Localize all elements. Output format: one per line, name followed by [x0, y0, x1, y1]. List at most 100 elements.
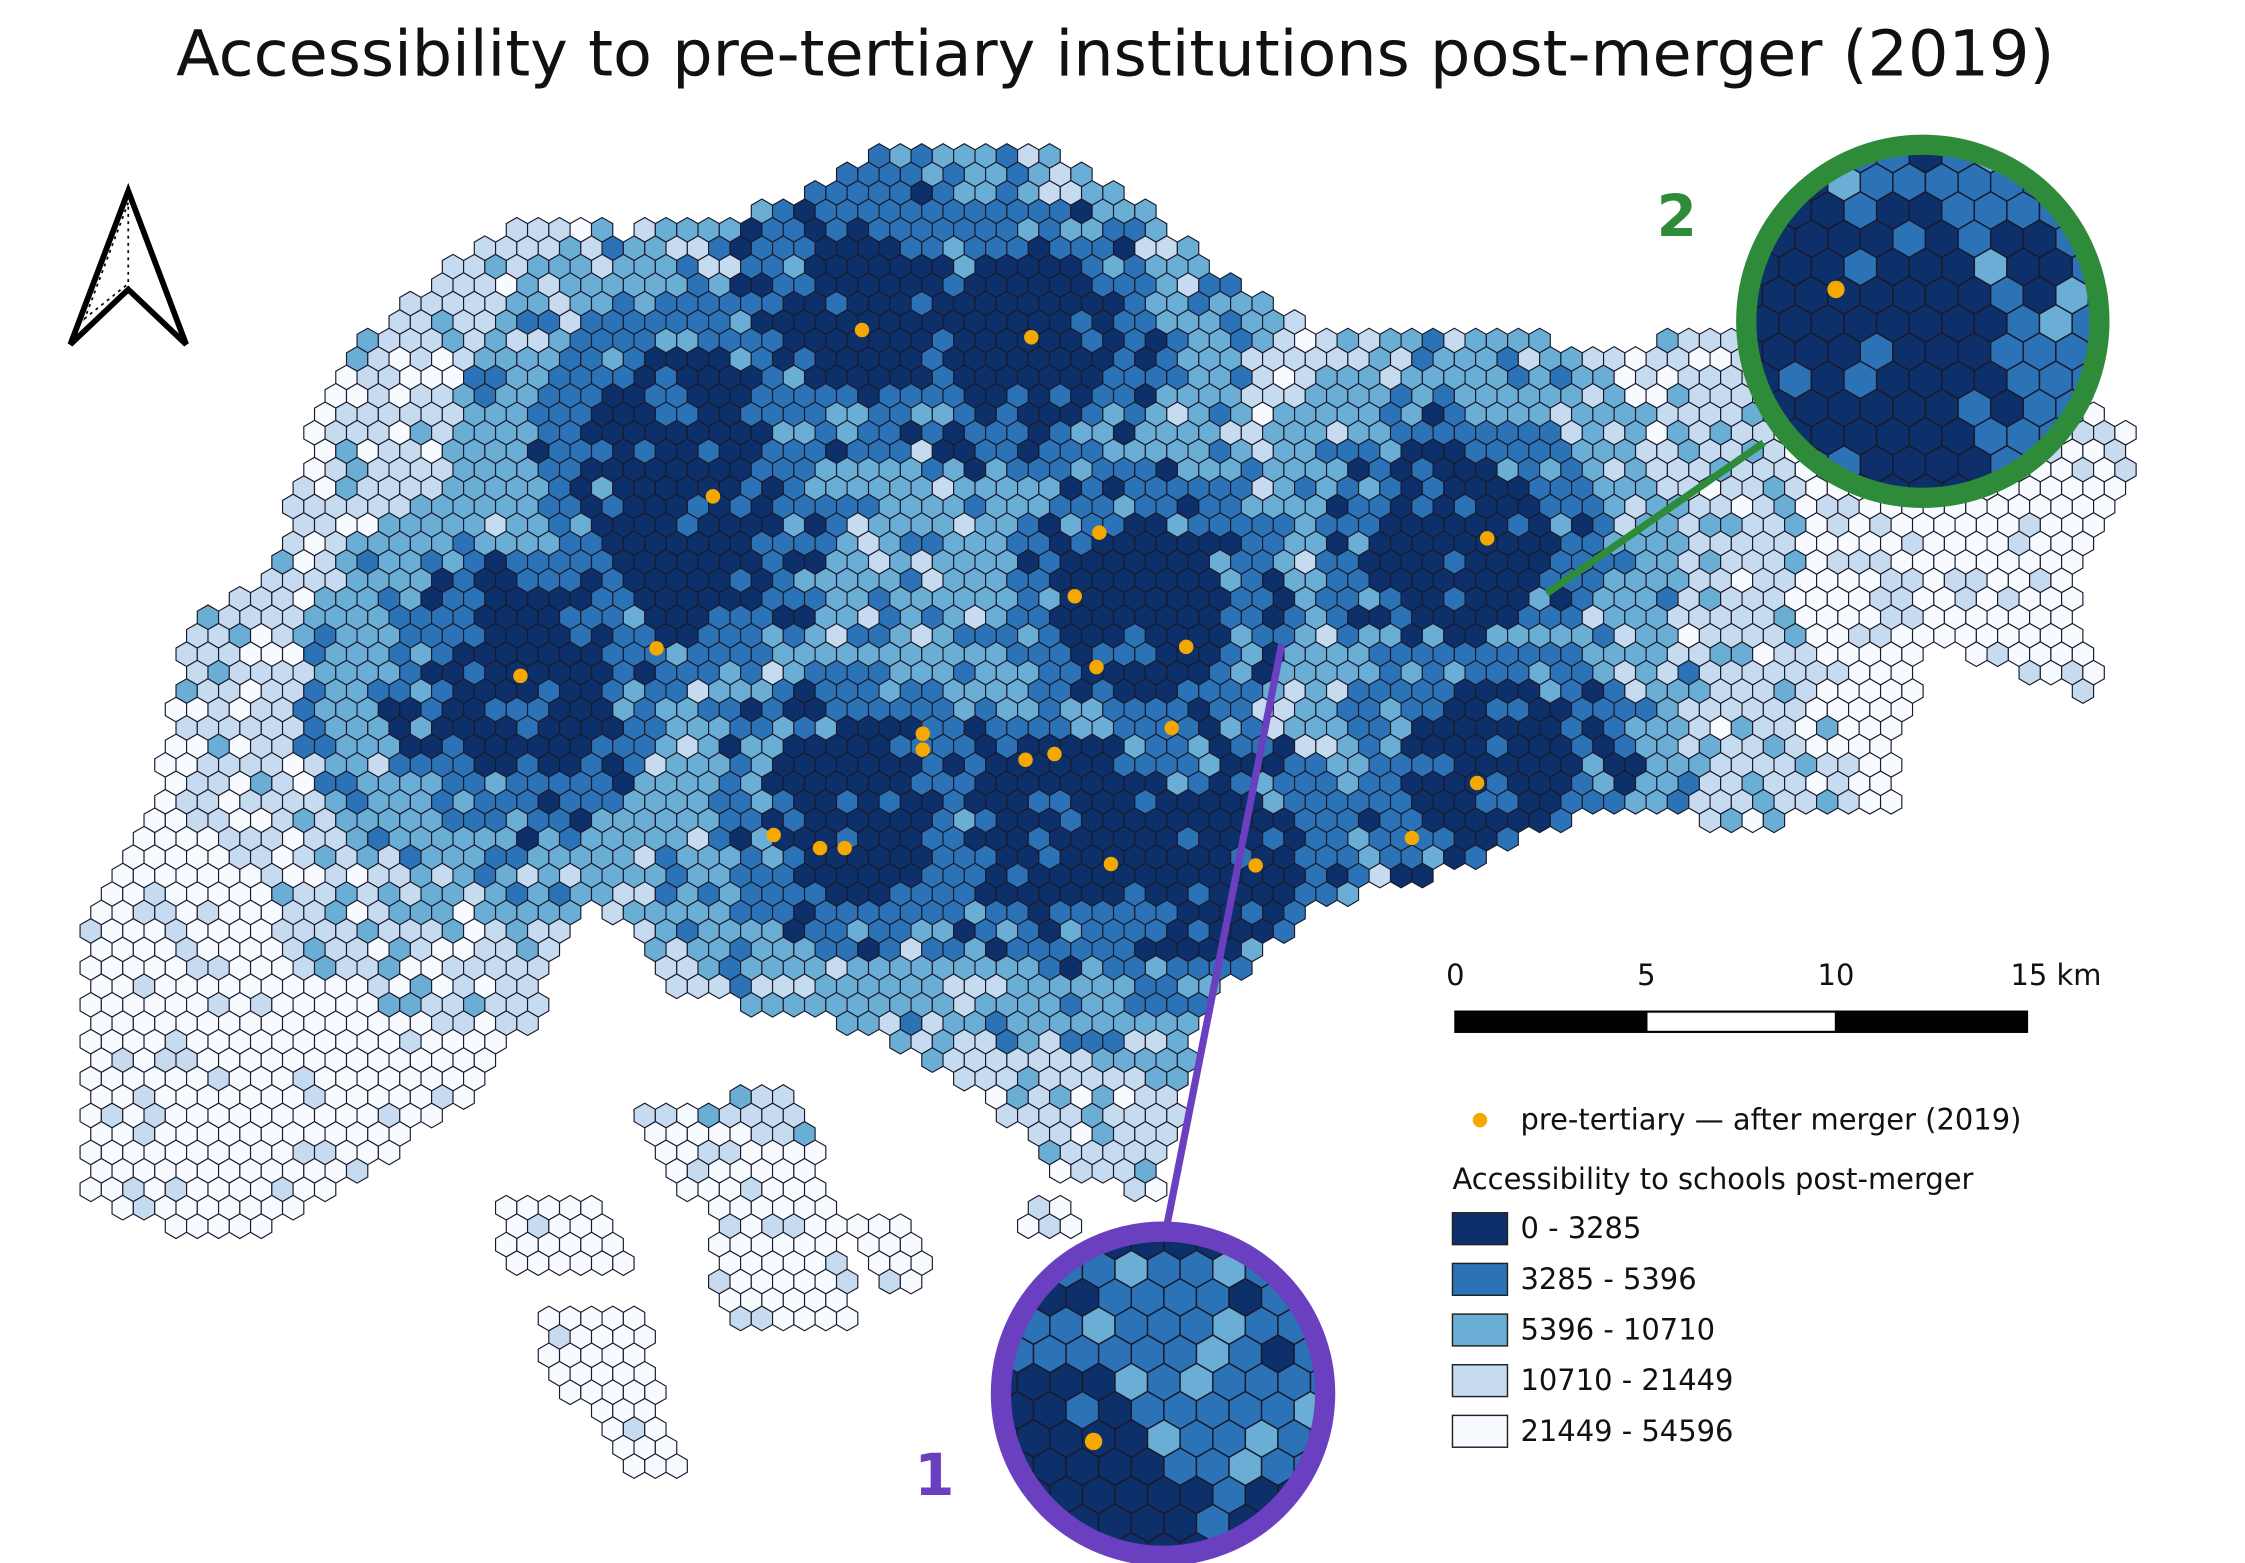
callout-label: 2	[1657, 182, 1697, 250]
hex-cell	[1336, 881, 1360, 908]
legend-class-label: 10710 - 21449	[1520, 1363, 1733, 1397]
inset-hex	[1827, 144, 1862, 146]
inset-hex	[1000, 1531, 1019, 1556]
inset-hex	[1989, 144, 2024, 146]
school-point	[1047, 746, 1062, 762]
hex-cell	[1464, 844, 1487, 871]
inset-hex	[2105, 135, 2138, 173]
inset-hex	[1746, 144, 1764, 146]
hex-cell	[2071, 678, 2095, 705]
inset-hex	[1746, 190, 1747, 231]
inset-hex	[1260, 1231, 1295, 1261]
inset-hex	[1016, 1531, 1051, 1556]
inset-hex	[2087, 162, 2100, 202]
hex-cell	[569, 1250, 593, 1277]
hex-cell	[1858, 788, 1882, 815]
inset-hex	[1309, 1249, 1326, 1289]
callout-inset	[952, 1222, 1360, 1563]
inset-hex	[2105, 361, 2138, 399]
hex-cell	[739, 991, 763, 1018]
hex-cell	[164, 1213, 188, 1240]
inset-hex	[952, 1307, 985, 1345]
inset-hex	[1309, 1231, 1326, 1233]
school-point	[513, 668, 528, 684]
hex-cell	[1272, 918, 1296, 944]
legend-swatch	[1451, 1212, 1509, 1246]
hex-cell	[228, 1213, 252, 1240]
inset-hex	[952, 1476, 985, 1514]
inset-hex	[1000, 1475, 1019, 1515]
hex-cell	[761, 991, 784, 1018]
inset-hex	[1293, 1231, 1326, 1261]
legend-swatch	[1451, 1364, 1509, 1398]
school-point	[1024, 329, 1039, 345]
legend-class-label: 3285 - 5396	[1520, 1262, 1696, 1296]
inset-hex	[1327, 1448, 1360, 1486]
hex-cell	[1698, 807, 1722, 834]
inset-hex	[1000, 1231, 1002, 1261]
school-point	[915, 742, 931, 757]
hex-cell	[377, 1139, 401, 1166]
hex-cell	[708, 973, 731, 1000]
inset-hex	[1000, 1503, 1002, 1543]
inset-hex	[1309, 1475, 1326, 1515]
scale-bar: 0 5 10 15 km	[1446, 958, 2101, 1033]
inset-hex	[952, 1420, 985, 1458]
hex-cell	[1091, 1157, 1115, 1184]
inset-hex	[1697, 164, 1730, 202]
school-point	[1178, 639, 1194, 655]
inset-hex	[1327, 1504, 1360, 1542]
scale-label: 5	[1637, 958, 1655, 992]
school-point	[1404, 830, 1420, 846]
school-point	[705, 489, 721, 504]
hex-cell	[1666, 788, 1690, 815]
hex-cell	[953, 1065, 976, 1092]
hex-cell	[814, 1305, 838, 1332]
hex-cell	[622, 1453, 646, 1480]
school-point	[1092, 525, 1107, 540]
inset-hex	[1277, 1231, 1312, 1233]
inset-hex	[1081, 1231, 1116, 1233]
school-point	[1248, 858, 1263, 873]
inset-hex	[1327, 1222, 1360, 1260]
inset-hex	[1000, 1249, 1019, 1289]
hex-cell	[1720, 807, 1743, 834]
hex-cell	[186, 1213, 209, 1240]
school-point	[1479, 531, 1495, 546]
hex-cell	[2039, 659, 2063, 686]
school-point	[812, 840, 828, 856]
legend-point-label: pre-tertiary — after merger (2019)	[1520, 1103, 2021, 1137]
legend-class-label: 5396 - 10710	[1520, 1312, 1715, 1346]
legend-class-label: 0 - 3285	[1520, 1211, 1641, 1245]
hex-cell	[1144, 1176, 1168, 1203]
hex-cell	[1741, 807, 1764, 834]
school-point	[915, 726, 931, 741]
legend-swatch	[1451, 1313, 1509, 1347]
legend-swatch	[1451, 1262, 1509, 1296]
hex-cell	[835, 1305, 859, 1332]
hex-cell	[995, 1102, 1019, 1129]
inset-hex	[2105, 192, 2138, 230]
school-point	[854, 322, 870, 338]
hex-cell	[505, 1250, 529, 1277]
inset-hex	[1697, 107, 1730, 145]
hex-cell	[1038, 1213, 1061, 1240]
inset-hex	[952, 1533, 985, 1563]
school-point	[1067, 589, 1082, 604]
inset-hex	[2105, 248, 2138, 286]
inset-hex	[2038, 144, 2073, 174]
hex-cell	[2018, 659, 2041, 686]
hex-cell	[526, 1250, 550, 1277]
inset-hex	[1000, 1277, 1002, 1318]
inset-hex	[1293, 1503, 1326, 1543]
legend-swatch	[1451, 1414, 1509, 1448]
inset-hex	[1327, 1279, 1360, 1317]
legend-class-label: 21449 - 54596	[1520, 1414, 1733, 1448]
school-point	[1018, 752, 1033, 768]
inset-hex	[1000, 1231, 1019, 1233]
inset-hex	[1697, 220, 1730, 258]
school-point	[1103, 856, 1119, 872]
scale-label: 15 km	[2010, 958, 2101, 992]
inset-hex	[1309, 1531, 1326, 1556]
